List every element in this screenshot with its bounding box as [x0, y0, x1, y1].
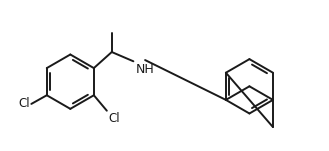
- Text: NH: NH: [136, 63, 154, 76]
- Text: Cl: Cl: [108, 112, 120, 125]
- Text: Cl: Cl: [18, 97, 30, 110]
